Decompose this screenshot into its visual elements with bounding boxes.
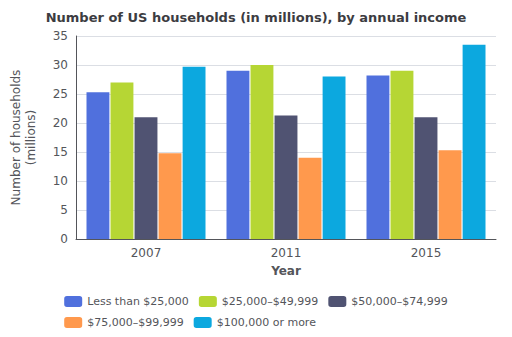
svg-text:2011: 2011: [271, 246, 302, 260]
svg-text:20: 20: [53, 116, 68, 130]
svg-text:25: 25: [53, 87, 68, 101]
svg-text:2007: 2007: [131, 246, 162, 260]
svg-text:0: 0: [60, 232, 68, 246]
svg-text:35: 35: [53, 29, 68, 43]
svg-text:$25,000–$49,999: $25,000–$49,999: [222, 295, 318, 308]
svg-text:Less than $25,000: Less than $25,000: [87, 295, 189, 308]
svg-text:30: 30: [53, 58, 68, 72]
svg-text:$100,000 or more: $100,000 or more: [217, 316, 316, 329]
svg-text:$75,000–$99,999: $75,000–$99,999: [87, 316, 183, 329]
svg-text:2015: 2015: [411, 246, 442, 260]
svg-text:Number of US households (in mi: Number of US households (in millions), b…: [46, 10, 467, 25]
svg-text:10: 10: [53, 174, 68, 188]
svg-text:5: 5: [60, 203, 68, 217]
svg-text:(millions): (millions): [24, 110, 38, 166]
svg-text:Year: Year: [270, 264, 301, 278]
svg-text:15: 15: [53, 145, 68, 159]
svg-text:Number of households: Number of households: [9, 70, 23, 206]
svg-text:$50,000–$74,999: $50,000–$74,999: [351, 295, 447, 308]
